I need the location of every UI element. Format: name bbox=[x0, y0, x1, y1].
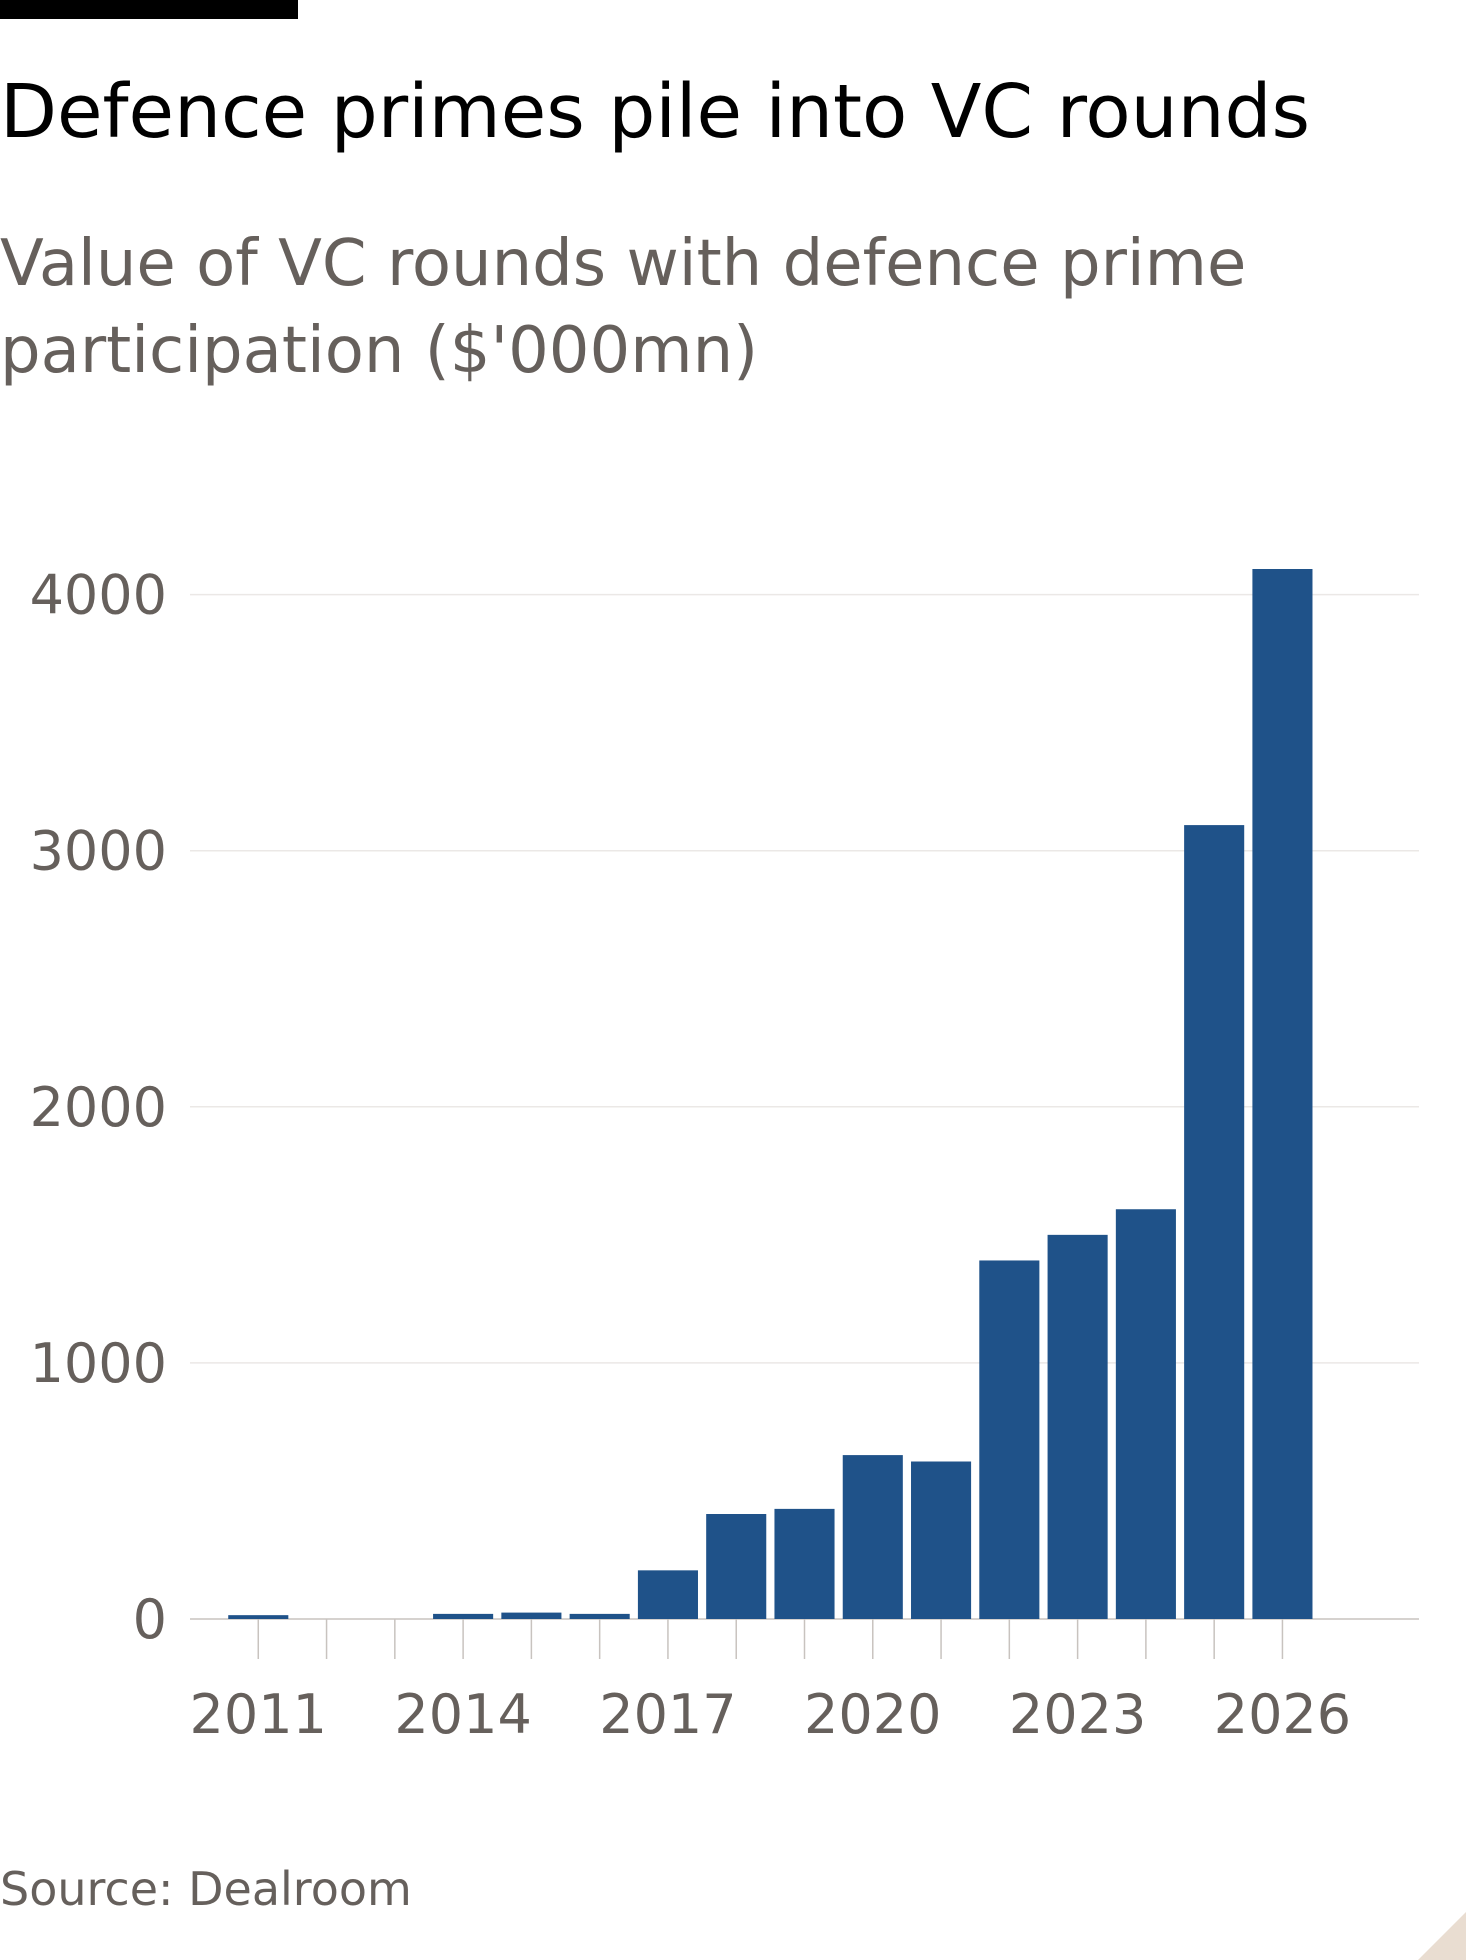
bar bbox=[501, 1612, 562, 1619]
x-tick-label: 2011 bbox=[190, 1683, 327, 1746]
bar bbox=[637, 1570, 698, 1619]
y-tick-label: 4000 bbox=[30, 564, 167, 627]
bar bbox=[979, 1260, 1040, 1619]
chart-title: Defence primes pile into VC rounds bbox=[0, 69, 1310, 155]
bar bbox=[1252, 569, 1313, 1619]
x-tick-label: 2014 bbox=[394, 1683, 531, 1746]
x-tick-label: 2023 bbox=[1009, 1683, 1146, 1746]
chart-subtitle: participation ($'000mn) bbox=[0, 314, 758, 388]
bar bbox=[1047, 1234, 1108, 1619]
x-tick-label: 2017 bbox=[599, 1683, 736, 1746]
bar bbox=[433, 1613, 494, 1619]
bar bbox=[774, 1508, 835, 1619]
source: Source: Dealroom bbox=[0, 1862, 412, 1916]
bar bbox=[842, 1455, 903, 1619]
x-tick-label: 2020 bbox=[804, 1683, 941, 1746]
chart-subtitle: Value of VC rounds with defence prime bbox=[0, 227, 1246, 301]
y-tick-label: 1000 bbox=[30, 1332, 167, 1395]
corner-decoration bbox=[1418, 1912, 1466, 1960]
y-tick-label: 0 bbox=[133, 1588, 167, 1651]
bar bbox=[1115, 1209, 1176, 1619]
bar bbox=[706, 1514, 767, 1619]
bar bbox=[1184, 825, 1245, 1619]
bar bbox=[911, 1461, 972, 1619]
y-tick-label: 3000 bbox=[30, 820, 167, 883]
bar bbox=[569, 1613, 630, 1619]
x-tick-label: 2026 bbox=[1214, 1683, 1351, 1746]
brand-bar bbox=[0, 0, 298, 19]
bar bbox=[228, 1615, 289, 1619]
y-tick-label: 2000 bbox=[30, 1076, 167, 1139]
